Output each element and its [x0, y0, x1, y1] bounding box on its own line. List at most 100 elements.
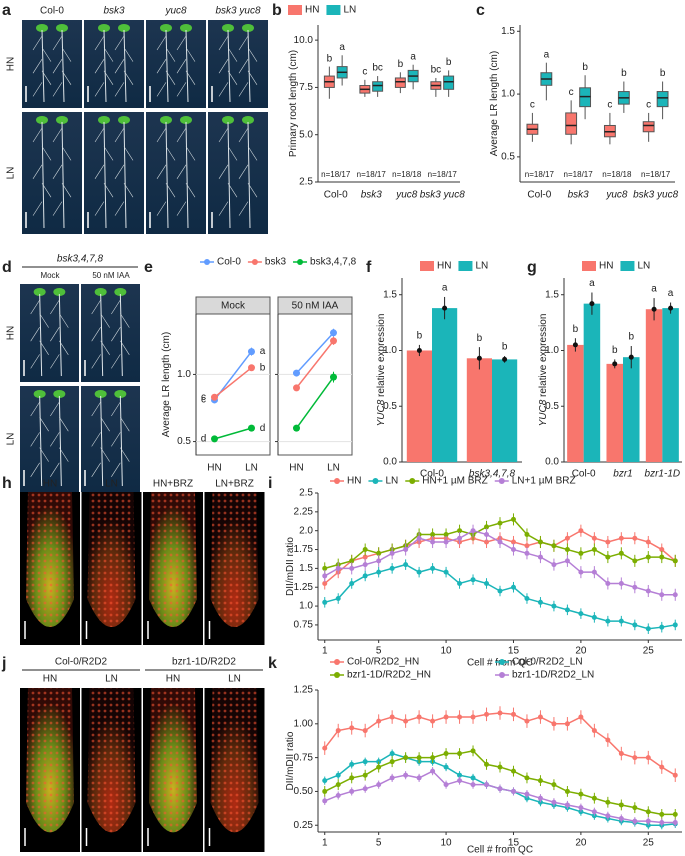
point — [578, 805, 584, 811]
point — [443, 764, 449, 770]
y-tick-label: 0.25 — [294, 820, 314, 831]
significance-letter: b — [398, 59, 404, 70]
point — [524, 543, 530, 549]
point — [645, 539, 651, 545]
significance-letter: c — [530, 100, 535, 111]
point — [564, 788, 570, 794]
point — [443, 569, 449, 575]
bar — [623, 357, 640, 462]
lateral-root — [32, 127, 43, 143]
point — [578, 611, 584, 617]
y-tick-label: 1.0 — [501, 89, 515, 100]
root — [119, 293, 123, 377]
column-label: HN+BRZ — [153, 479, 193, 490]
seedling-leaves — [33, 390, 46, 398]
root — [165, 121, 169, 229]
facet-title: 50 nM IAA — [292, 301, 339, 312]
point — [497, 588, 503, 594]
point — [672, 820, 678, 826]
point — [551, 603, 557, 609]
y-tick-label: 1.25 — [294, 582, 314, 593]
panel-label: e — [144, 259, 153, 276]
point — [403, 562, 409, 568]
panel-label: h — [2, 475, 12, 492]
point — [578, 791, 584, 797]
legend-label: bsk3,4,7,8 — [310, 257, 357, 268]
legend-dot — [251, 259, 258, 265]
x-tick-label: LN — [327, 463, 340, 474]
lateral-root — [218, 35, 229, 51]
point — [376, 550, 382, 556]
lateral-root — [227, 146, 238, 161]
panel-label: f — [366, 259, 372, 276]
point — [564, 721, 570, 727]
y-tick-label: 0.50 — [294, 786, 314, 797]
photo — [22, 20, 82, 108]
significance-letter: a — [668, 288, 674, 299]
root — [103, 121, 107, 229]
n-label: n=18/17 — [428, 170, 458, 179]
photo — [20, 386, 79, 492]
row-label: LN — [6, 433, 17, 446]
lateral-root — [247, 70, 258, 85]
row-label: HN — [6, 57, 17, 71]
point — [376, 782, 382, 788]
lateral-root — [30, 432, 40, 447]
point — [443, 531, 449, 537]
nuclei — [210, 688, 259, 833]
column-label: HN — [43, 479, 57, 490]
significance-letter: a — [544, 49, 550, 60]
significance-letter: b — [477, 333, 483, 344]
legend-dot — [334, 659, 340, 665]
root — [247, 29, 251, 103]
root — [185, 121, 189, 229]
x-tick-label: yuc8 — [605, 190, 628, 201]
seedling-leaves — [98, 24, 110, 32]
panel-label: j — [1, 655, 6, 672]
box — [372, 81, 384, 92]
point — [335, 596, 341, 602]
legend-label: bzr1-1D/R2D2_LN — [512, 670, 594, 681]
point — [497, 539, 503, 545]
x-tick-label: 20 — [575, 838, 587, 849]
point — [430, 718, 436, 724]
lateral-root — [120, 417, 130, 432]
point — [430, 531, 436, 537]
point — [403, 755, 409, 761]
point — [537, 539, 543, 545]
lateral-root — [218, 82, 229, 97]
n-label: n=18/17 — [321, 170, 351, 179]
point — [645, 755, 651, 761]
x-tick-label: yuc8 — [395, 190, 418, 201]
significance-letter: d — [260, 423, 266, 434]
group-label: bsk3,4,7,8 — [57, 254, 104, 265]
lateral-root — [39, 340, 49, 355]
panel-label: i — [268, 475, 272, 492]
row-label: HN — [6, 326, 17, 340]
point — [618, 618, 624, 624]
lateral-root — [176, 82, 187, 97]
significance-letter: c — [362, 66, 367, 77]
panel-label: k — [268, 655, 277, 672]
lateral-root — [156, 164, 167, 179]
significance-letter: b — [502, 342, 508, 353]
point — [605, 813, 611, 819]
point — [457, 778, 463, 784]
point — [618, 535, 624, 541]
point — [645, 809, 651, 815]
photo — [22, 112, 82, 234]
legend-dot — [334, 672, 340, 678]
lateral-root — [91, 432, 101, 447]
bar — [645, 309, 663, 462]
lateral-root — [247, 47, 258, 62]
lateral-root — [41, 183, 52, 198]
n-label: n=18/17 — [525, 170, 555, 179]
lateral-root — [50, 299, 60, 315]
point — [564, 547, 570, 553]
point — [612, 361, 618, 367]
lateral-root — [61, 146, 72, 161]
x-tick-label: bsk3,4,7,8 — [469, 469, 516, 480]
y-axis-label: DII/mDII ratio — [285, 537, 296, 596]
point — [443, 714, 449, 720]
y-tick-label: 2.0 — [299, 525, 313, 536]
